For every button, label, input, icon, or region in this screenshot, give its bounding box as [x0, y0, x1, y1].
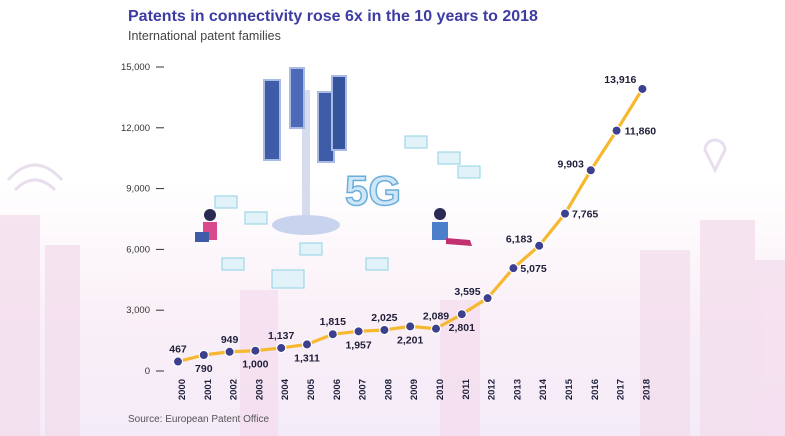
data-label: 11,860 — [625, 126, 657, 138]
person-left-illustration — [195, 209, 217, 242]
source-note: Source: European Patent Office — [128, 414, 270, 425]
series-line — [177, 88, 644, 364]
x-tick-label: 2015 — [564, 378, 575, 400]
data-point — [327, 329, 338, 340]
data-point — [224, 346, 235, 357]
x-tick-label: 2009 — [409, 379, 420, 400]
person-right-illustration — [432, 208, 472, 246]
data-label: 467 — [169, 344, 187, 356]
x-tick-label: 2000 — [177, 379, 188, 400]
data-point — [250, 345, 261, 356]
x-tick-label: 2014 — [538, 378, 549, 400]
data-point — [559, 208, 571, 219]
data-point — [508, 262, 519, 274]
antenna-tower-illustration — [263, 67, 347, 235]
data-label: 7,765 — [572, 209, 598, 221]
data-label: 790 — [195, 363, 213, 375]
data-point — [301, 339, 313, 350]
x-tick-label: 2018 — [641, 379, 652, 400]
5g-badge: 5G — [345, 167, 401, 214]
data-label: 2,089 — [423, 311, 449, 323]
data-label: 949 — [221, 334, 239, 346]
y-tick-label: 9,000 — [126, 184, 150, 195]
y-tick-label: 6,000 — [126, 244, 150, 255]
data-point — [456, 309, 467, 320]
x-tick-label: 2017 — [616, 379, 627, 400]
x-tick-label: 2005 — [306, 378, 317, 400]
data-point — [430, 323, 442, 334]
data-point — [482, 292, 493, 304]
x-tick-label: 2003 — [254, 379, 265, 400]
data-point — [172, 356, 184, 367]
data-label: 6,183 — [506, 234, 532, 246]
data-label: 13,916 — [604, 74, 636, 86]
data-point — [276, 342, 287, 354]
x-tick-label: 2006 — [332, 379, 343, 400]
data-point — [379, 324, 390, 336]
x-tick-label: 2010 — [435, 379, 446, 400]
x-tick-label: 2004 — [280, 378, 291, 400]
y-tick-label: 0 — [145, 366, 150, 377]
data-label: 5,075 — [520, 263, 546, 275]
data-point — [198, 349, 209, 361]
data-point — [611, 125, 622, 136]
data-label: 2,801 — [449, 322, 475, 334]
x-tick-label: 2008 — [383, 379, 394, 400]
y-tick-label: 12,000 — [121, 123, 150, 134]
data-label: 1,137 — [268, 330, 294, 342]
x-tick-label: 2007 — [358, 379, 369, 400]
data-point — [405, 321, 416, 332]
x-tick-label: 2011 — [461, 378, 472, 399]
y-tick-label: 3,000 — [126, 305, 150, 316]
chart-subtitle: International patent families — [128, 29, 281, 43]
data-label: 3,595 — [454, 286, 480, 298]
data-label: 9,903 — [558, 158, 584, 170]
data-point — [637, 83, 648, 95]
data-label: 1,311 — [294, 352, 320, 364]
x-tick-label: 2001 — [203, 378, 214, 400]
chart-title: Patents in connectivity rose 6x in the 1… — [128, 8, 538, 25]
data-label: 1,815 — [320, 316, 346, 328]
data-label: 1,000 — [242, 359, 268, 371]
data-point — [534, 240, 545, 251]
y-tick-label: 15,000 — [121, 62, 150, 73]
data-label: 2,201 — [397, 334, 423, 346]
x-tick-label: 2016 — [590, 379, 601, 400]
data-point — [585, 165, 597, 176]
data-label: 1,957 — [345, 339, 371, 351]
x-tick-label: 2013 — [512, 379, 523, 400]
data-point — [353, 326, 364, 337]
data-label: 2,025 — [371, 312, 397, 324]
x-tick-label: 2012 — [487, 379, 498, 400]
x-tick-label: 2002 — [229, 379, 240, 400]
